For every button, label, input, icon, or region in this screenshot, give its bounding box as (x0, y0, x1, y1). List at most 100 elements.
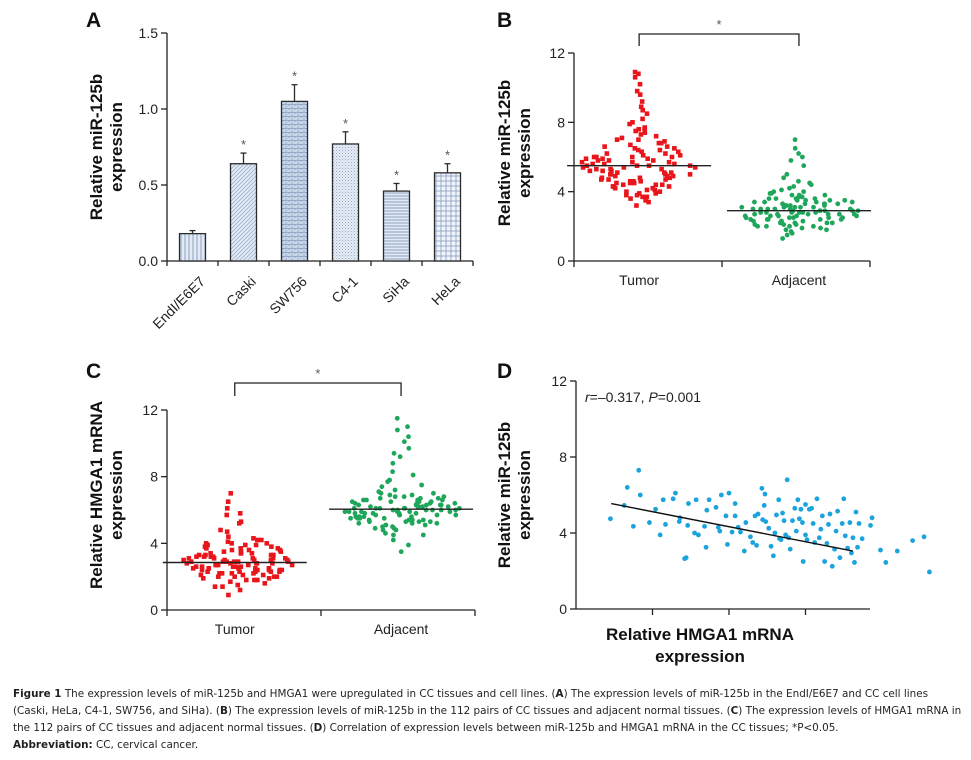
y-axis-title-line: Relative miR-125b (495, 422, 514, 568)
data-point (634, 88, 640, 94)
data-point (628, 196, 633, 201)
data-point (372, 525, 378, 531)
data-point (652, 187, 658, 193)
data-point (793, 222, 799, 228)
data-point (395, 427, 400, 433)
data-point (342, 509, 348, 515)
data-point (651, 158, 656, 163)
data-point (686, 501, 691, 506)
data-point (198, 572, 204, 578)
caption-abbreviation: Abbreviation: CC, cervical cancer. (13, 737, 963, 754)
data-point (266, 576, 272, 581)
data-point (829, 220, 835, 226)
data-point (645, 156, 650, 162)
data-point (780, 510, 785, 516)
data-point (214, 562, 220, 568)
data-point (798, 506, 804, 512)
data-point (657, 147, 663, 153)
data-point (252, 577, 257, 583)
data-point (786, 215, 792, 221)
category-label: SW756 (266, 273, 310, 317)
data-point (703, 544, 709, 550)
data-point (663, 151, 668, 156)
data-point (796, 516, 802, 522)
data-point (595, 158, 601, 163)
data-point (397, 454, 403, 460)
y-tick-label: 8 (150, 469, 158, 485)
data-point (687, 172, 693, 177)
data-point (190, 566, 196, 571)
data-point (927, 569, 932, 575)
data-point (255, 577, 260, 583)
significance-star: * (717, 17, 722, 32)
data-point (393, 527, 399, 533)
data-point (693, 497, 699, 503)
p-value: =0.001 (658, 389, 701, 405)
y-axis-title-line: Relative miR-125b (495, 80, 514, 226)
y-axis-title: Relative HMGA1 mRNAexpression (87, 401, 126, 589)
data-point (583, 156, 589, 162)
data-point (237, 511, 243, 516)
data-point (186, 556, 192, 561)
abbreviation-text: CC, cervical cancer. (92, 739, 199, 751)
significance-star: * (315, 366, 320, 381)
y-tick-label: 1.5 (139, 25, 159, 41)
data-point (253, 542, 259, 548)
data-point (361, 514, 367, 520)
correlation-annotation: r=–0.317, P=0.001 (585, 389, 701, 405)
data-point (220, 584, 225, 589)
data-point (217, 571, 222, 576)
data-point (824, 220, 830, 226)
data-point (732, 501, 738, 506)
r-label: r (585, 389, 591, 405)
data-point (637, 175, 643, 181)
data-point (835, 201, 841, 207)
data-point (637, 492, 643, 498)
data-point (627, 121, 632, 127)
data-point (254, 561, 260, 566)
data-point (659, 182, 665, 188)
data-point (791, 215, 796, 221)
y-tick-label: 0 (150, 602, 158, 618)
significance-star: * (394, 167, 399, 182)
data-point (259, 537, 264, 543)
data-point (644, 194, 650, 200)
data-point (188, 559, 194, 564)
data-point (855, 544, 860, 550)
data-point (251, 571, 256, 576)
data-point (775, 211, 780, 217)
data-point (666, 184, 672, 189)
data-point (833, 528, 839, 534)
data-point (677, 152, 683, 158)
data-point (229, 541, 234, 546)
data-point (799, 154, 805, 160)
data-point (600, 156, 605, 162)
caption-panel-ref: C (730, 705, 739, 717)
data-point (800, 559, 806, 564)
data-point (594, 166, 599, 172)
data-point (781, 204, 787, 210)
data-point (646, 199, 651, 205)
data-point (672, 161, 677, 167)
data-point (636, 147, 641, 153)
data-point (201, 554, 207, 559)
data-point (391, 450, 397, 456)
y-tick-label: 8 (557, 114, 565, 130)
y-axis-title-line: expression (107, 450, 126, 540)
data-point (612, 185, 618, 191)
data-point (795, 497, 801, 503)
data-point (409, 520, 415, 526)
data-point (778, 537, 784, 543)
data-point (835, 508, 841, 514)
data-point (614, 137, 620, 142)
data-point (842, 197, 848, 203)
data-point (821, 201, 827, 207)
data-point (438, 502, 444, 508)
data-point (809, 505, 815, 511)
panel-a: A Relative miR-125bexpression 0.0 0.5 1.0 1… (86, 9, 474, 332)
data-point (624, 192, 629, 198)
axes: 0.0 0.5 1.0 1.5 (139, 25, 474, 269)
data-point (792, 145, 798, 151)
data-point (251, 536, 256, 541)
y-axis-title-line: Relative miR-125b (87, 74, 106, 220)
